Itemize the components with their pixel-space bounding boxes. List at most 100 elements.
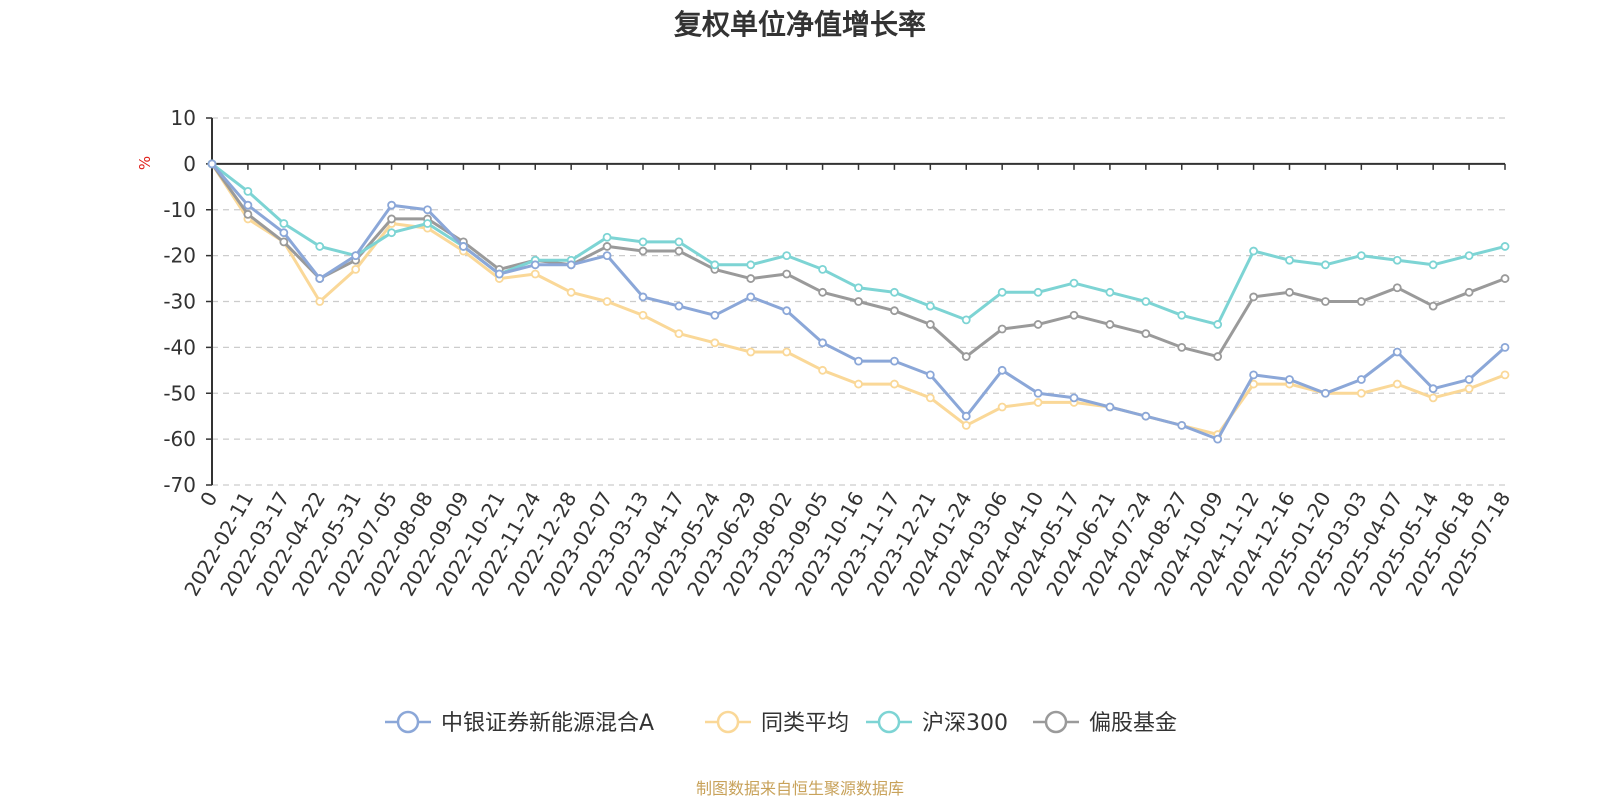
data-point xyxy=(1464,287,1474,297)
data-point xyxy=(1428,393,1438,403)
data-point xyxy=(1069,310,1079,320)
data-point xyxy=(818,365,827,375)
data-point xyxy=(1500,274,1510,283)
data-point xyxy=(890,379,899,389)
data-point xyxy=(243,209,253,219)
data-point xyxy=(1069,278,1079,288)
data-point xyxy=(530,260,540,270)
data-point xyxy=(207,159,217,169)
data-point xyxy=(315,274,325,283)
data-point xyxy=(674,301,684,311)
data-point xyxy=(782,347,792,357)
data-point xyxy=(638,292,648,302)
data-point xyxy=(710,310,720,320)
legend-marker-icon xyxy=(1044,710,1068,734)
y-tick-label: -30 xyxy=(163,290,196,314)
data-point xyxy=(638,246,648,256)
data-point xyxy=(1500,242,1510,251)
data-point xyxy=(243,186,253,196)
legend-label: 中银证券新能源混合A xyxy=(441,711,654,736)
data-point xyxy=(494,269,504,279)
data-point xyxy=(1033,287,1043,297)
series-equity_fund xyxy=(207,159,1510,361)
data-point xyxy=(1285,287,1294,297)
data-point xyxy=(387,200,396,210)
data-point xyxy=(387,228,396,238)
data-point xyxy=(1285,375,1294,384)
data-point xyxy=(997,287,1007,297)
legend-item-hs300[interactable]: 沪深300 xyxy=(866,710,1008,736)
data-point xyxy=(279,219,289,228)
data-point xyxy=(1285,255,1294,265)
data-point xyxy=(351,264,361,274)
data-point xyxy=(315,297,325,306)
series-layer xyxy=(207,159,1510,444)
data-point xyxy=(566,287,576,297)
data-point xyxy=(1141,297,1151,306)
data-point xyxy=(746,274,756,283)
data-point xyxy=(890,306,899,316)
data-point xyxy=(1356,297,1366,306)
data-point xyxy=(1249,292,1258,302)
data-point xyxy=(1141,329,1151,339)
data-point xyxy=(1356,388,1366,398)
data-point xyxy=(890,356,899,366)
y-tick-label: 0 xyxy=(183,152,196,176)
data-point xyxy=(1105,402,1115,412)
data-point xyxy=(818,338,827,348)
data-point xyxy=(1105,320,1115,329)
legend[interactable]: 中银证券新能源混合A 同类平均 沪深300 偏股基金 xyxy=(385,710,1177,736)
y-tick-label: -20 xyxy=(163,244,196,268)
chart-title: 复权单位净值增长率 xyxy=(674,8,926,41)
data-point xyxy=(602,242,612,251)
data-point xyxy=(890,287,899,297)
legend-label: 偏股基金 xyxy=(1089,711,1177,736)
data-point xyxy=(961,420,971,430)
data-point xyxy=(710,338,720,348)
legend-marker-icon xyxy=(877,710,901,734)
data-point xyxy=(459,242,468,251)
data-point xyxy=(1105,287,1115,297)
data-point xyxy=(925,370,935,380)
legend-item-category_avg[interactable]: 同类平均 xyxy=(705,710,849,736)
data-point xyxy=(818,287,827,297)
data-point xyxy=(746,347,756,357)
y-tick-label: 10 xyxy=(171,106,196,130)
data-point xyxy=(1500,370,1510,380)
data-point xyxy=(1356,251,1366,261)
data-point xyxy=(925,320,935,329)
data-point xyxy=(387,214,396,224)
legend-item-equity_fund[interactable]: 偏股基金 xyxy=(1033,710,1177,736)
data-point xyxy=(1321,260,1330,270)
data-point xyxy=(710,260,720,270)
legend-marker-icon xyxy=(716,710,740,734)
data-point xyxy=(1392,347,1402,357)
data-point xyxy=(1392,255,1402,265)
data-point xyxy=(997,365,1007,375)
data-point xyxy=(854,379,863,389)
data-point xyxy=(423,205,432,215)
data-point xyxy=(351,251,361,261)
legend-label: 同类平均 xyxy=(761,711,849,736)
data-point xyxy=(782,269,792,279)
y-tick-label: -60 xyxy=(163,427,196,451)
y-tick-labels: 10 0 -10 -20 -30 -40 -50 -60 -70 xyxy=(163,106,196,497)
data-point xyxy=(1249,370,1258,380)
data-point xyxy=(925,301,935,311)
data-point xyxy=(638,237,648,247)
data-point xyxy=(1213,320,1223,329)
data-point xyxy=(1033,388,1043,398)
data-point xyxy=(1428,260,1438,270)
data-point xyxy=(1177,310,1187,320)
legend-item-fund[interactable]: 中银证券新能源混合A xyxy=(385,710,654,736)
data-point xyxy=(243,200,253,210)
data-point xyxy=(602,297,612,306)
data-point xyxy=(1356,375,1366,384)
data-point xyxy=(1428,301,1438,311)
data-point xyxy=(602,232,612,242)
y-tick-label: -70 xyxy=(163,473,196,497)
data-point xyxy=(961,411,971,421)
data-point xyxy=(997,402,1007,412)
data-point xyxy=(1321,388,1330,398)
